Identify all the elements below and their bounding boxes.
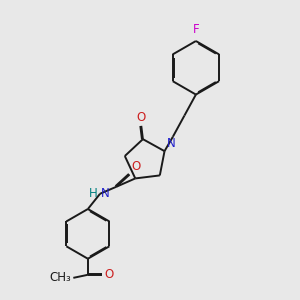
Text: N: N <box>101 187 110 200</box>
Text: N: N <box>167 136 175 150</box>
Text: H: H <box>89 187 98 200</box>
Text: CH₃: CH₃ <box>49 272 71 284</box>
Text: O: O <box>136 111 145 124</box>
Text: O: O <box>131 160 140 173</box>
Text: F: F <box>193 23 199 36</box>
Text: O: O <box>105 268 114 281</box>
